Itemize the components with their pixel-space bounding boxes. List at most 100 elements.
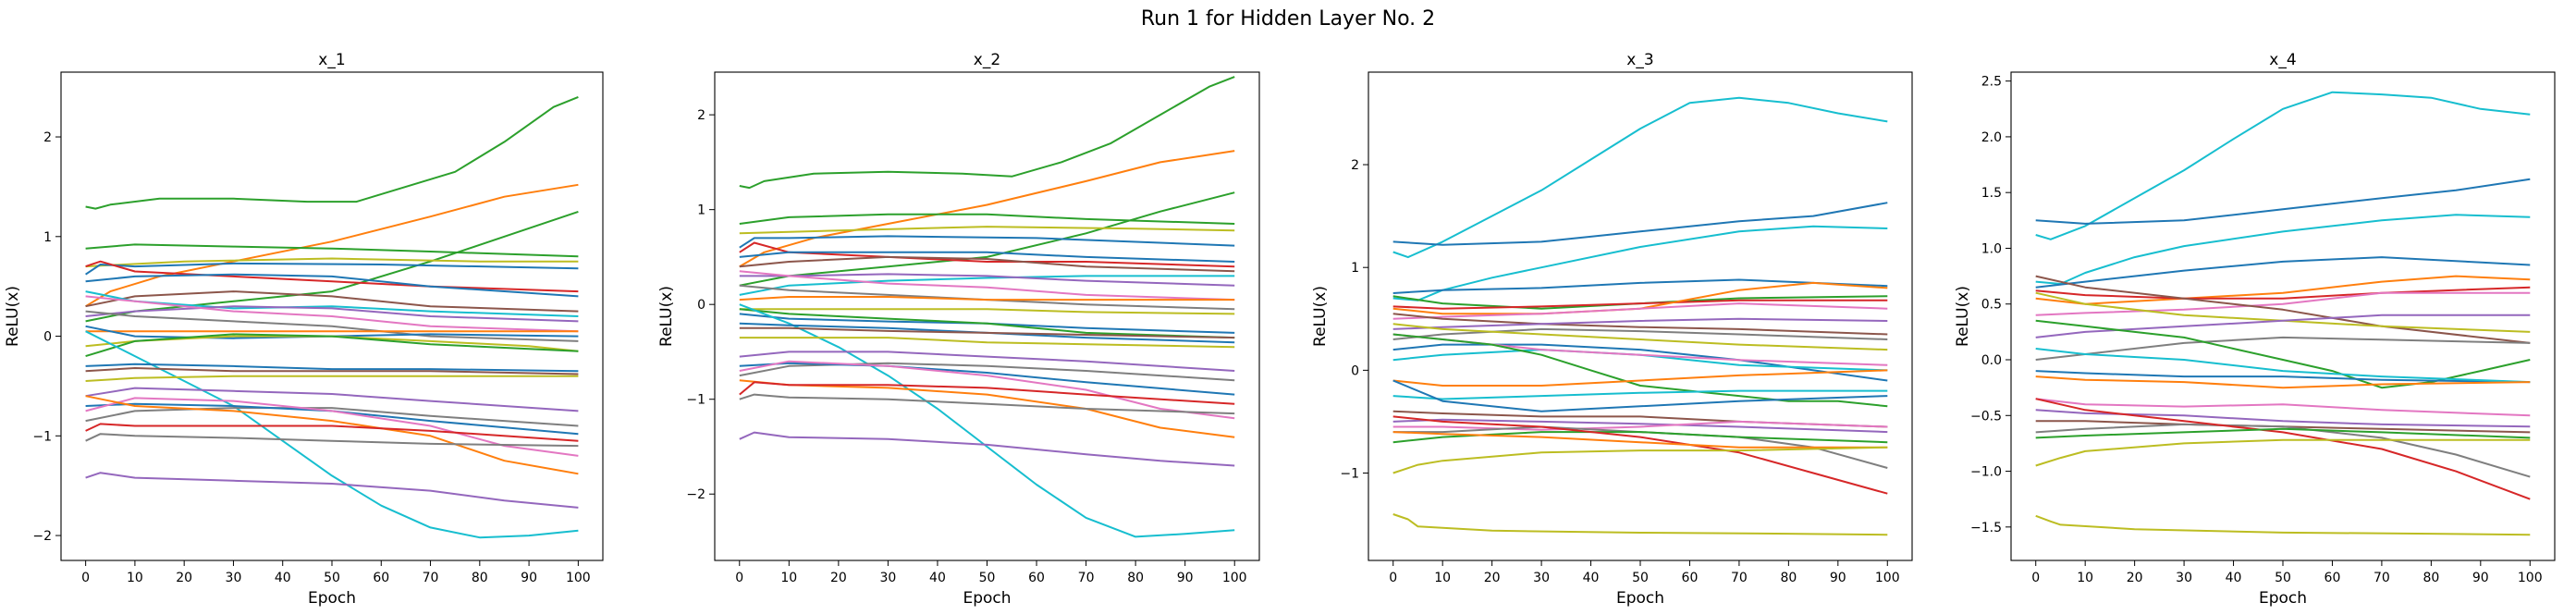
x-tick-label: 0 (1389, 571, 1397, 585)
series-line-6 (739, 235, 1235, 249)
series-line-12 (739, 284, 1235, 311)
x-tick-label: 0 (2031, 571, 2040, 585)
subplot-title: x_4 (2269, 51, 2296, 69)
series-line-23 (739, 362, 1235, 382)
x-tick-label: 40 (929, 571, 946, 585)
series-line-5 (85, 257, 579, 268)
x-tick-label: 80 (472, 571, 488, 585)
x-tick-label: 70 (1078, 571, 1095, 585)
series-line-17 (85, 333, 579, 358)
series-line-2 (739, 150, 1235, 268)
x-axis-label: Epoch (2259, 589, 2307, 608)
series-line-3 (739, 191, 1235, 287)
x-tick-label: 30 (226, 571, 242, 585)
y-axis-label: ReLU(x) (1311, 286, 1330, 347)
series-line-11 (1392, 327, 1888, 340)
series-line-16 (1392, 333, 1888, 408)
series-line-2 (1392, 202, 1888, 246)
y-tick-label: 0.0 (1981, 353, 2002, 368)
series-line-22 (1392, 420, 1888, 431)
y-axis-label: ReLU(x) (4, 286, 22, 347)
series-line-4 (2035, 256, 2531, 289)
series-line-19 (2035, 423, 2531, 478)
series-line-26 (1392, 431, 1888, 449)
series-line-28 (1392, 513, 1888, 536)
x-tick-label: 60 (1028, 571, 1045, 585)
series-line-13 (85, 295, 579, 333)
y-tick-label: 1 (697, 203, 705, 218)
subplot-title: x_1 (318, 51, 345, 69)
y-tick-label: −2 (686, 487, 705, 502)
x-tick-label: 80 (1127, 571, 1144, 585)
series-line-12 (1392, 323, 1888, 351)
y-tick-label: 0 (43, 330, 52, 345)
y-tick-label: 0 (1351, 363, 1359, 378)
x-tick-label: 50 (979, 571, 996, 585)
series-line-24 (739, 362, 1235, 396)
x-tick-label: 20 (830, 571, 847, 585)
series-line-20 (2035, 398, 2531, 500)
series-line-25 (1392, 415, 1888, 495)
x-axis-label: Epoch (963, 589, 1011, 608)
x-tick-label: 30 (1533, 571, 1550, 585)
x-tick-label: 60 (2325, 571, 2341, 585)
series-line-7 (2035, 291, 2531, 316)
series-line-13 (739, 270, 1235, 301)
x-tick-label: 80 (2423, 571, 2439, 585)
series-line-12 (85, 310, 579, 342)
series-line-27 (1392, 446, 1888, 474)
series-line-6 (85, 262, 579, 276)
x-tick-label: 30 (879, 571, 896, 585)
series-line-7 (739, 241, 1235, 268)
y-tick-label: 1.0 (1981, 241, 2002, 256)
x-axis-label: Epoch (308, 589, 356, 608)
series-line-21 (739, 337, 1235, 349)
x-tick-label: 10 (127, 571, 143, 585)
series-line-4 (85, 243, 579, 258)
series-line-22 (2035, 438, 2531, 467)
series-line-15 (85, 325, 579, 339)
y-tick-label: 1.5 (1981, 186, 2002, 201)
series-line-11 (85, 305, 579, 323)
series-line-5 (739, 226, 1235, 235)
x-tick-label: 10 (780, 571, 797, 585)
series-line-17 (739, 308, 1235, 339)
series-line-22 (739, 351, 1235, 372)
series-line-25 (85, 397, 579, 457)
series-line-10 (739, 275, 1235, 296)
series-line-18 (85, 330, 579, 539)
series-line-9 (2035, 291, 2531, 333)
x-tick-label: 50 (324, 571, 340, 585)
series-line-1 (85, 95, 579, 210)
series-line-13 (2035, 370, 2531, 384)
series-line-14 (739, 296, 1235, 301)
series-line-3 (2035, 214, 2531, 285)
y-tick-label: −1 (1340, 467, 1359, 482)
series-group (85, 95, 579, 539)
x-tick-label: 40 (2226, 571, 2242, 585)
series-line-9 (739, 255, 1235, 273)
y-tick-label: −0.5 (1970, 409, 2002, 424)
x-tick-label: 100 (1222, 571, 1247, 585)
plot-frame (2010, 71, 2556, 561)
y-axis-label: ReLU(x) (1954, 286, 1972, 347)
y-tick-label: 2.0 (1981, 130, 2002, 145)
series-line-3 (1392, 225, 1888, 301)
y-tick-label: 1 (43, 230, 52, 245)
series-line-27 (739, 381, 1235, 405)
x-tick-label: 100 (1875, 571, 1900, 585)
series-line-17 (1392, 369, 1888, 387)
series-line-16 (2035, 398, 2531, 417)
series-line-19 (739, 322, 1235, 344)
x-tick-label: 70 (1731, 571, 1748, 585)
series-line-28 (739, 393, 1235, 415)
series-line-28 (85, 433, 579, 448)
x-tick-label: 70 (2374, 571, 2390, 585)
series-line-15 (2035, 375, 2531, 389)
series-line-23 (2035, 514, 2531, 536)
series-line-19 (1392, 379, 1888, 412)
series-line-25 (739, 360, 1235, 420)
y-tick-label: −1.0 (1970, 465, 2002, 480)
y-axis-label: ReLU(x) (657, 286, 676, 347)
